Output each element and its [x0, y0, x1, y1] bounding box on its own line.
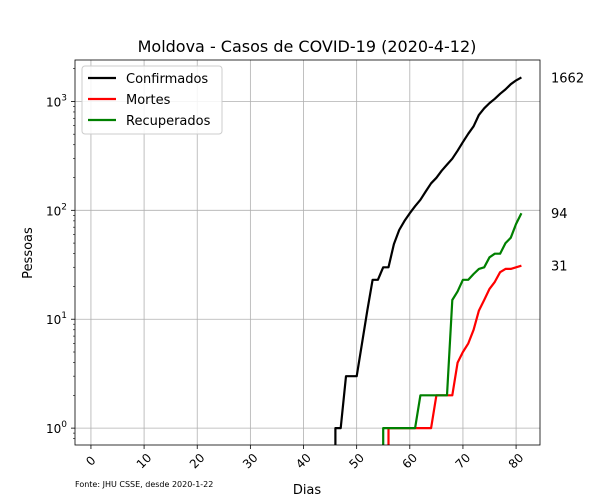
legend-label: Recuperados [126, 114, 211, 129]
series-line-recuperados [382, 212, 523, 445]
y-tick-label: 101 [46, 311, 67, 327]
end-label-confirmados: 1662 [551, 71, 584, 86]
y-tick-label: 100 [46, 420, 67, 436]
chart-title: Moldova - Casos de COVID-19 (2020-4-12) [138, 37, 477, 56]
legend-label: Confirmados [126, 72, 208, 87]
y-tick-label: 102 [46, 202, 67, 218]
legend-box [81, 65, 223, 135]
plot-frame [74, 59, 541, 446]
y-tick-label: 103 [46, 93, 67, 109]
end-label-recuperados: 94 [551, 207, 568, 222]
end-label-mortes: 31 [551, 260, 568, 275]
legend: Confirmados Mortes Recuperados [81, 65, 223, 135]
y-axis-label: Pessoas [21, 227, 36, 279]
series-layer [334, 76, 523, 445]
legend-label: Mortes [126, 93, 171, 108]
end-label-layer: 1662 31 94 [551, 71, 584, 274]
series-line-confirmados [334, 76, 522, 445]
x-axis-label: Dias [293, 483, 322, 498]
source-note: Fonte: JHU CSSE, desde 2020-1-22 [75, 480, 213, 489]
